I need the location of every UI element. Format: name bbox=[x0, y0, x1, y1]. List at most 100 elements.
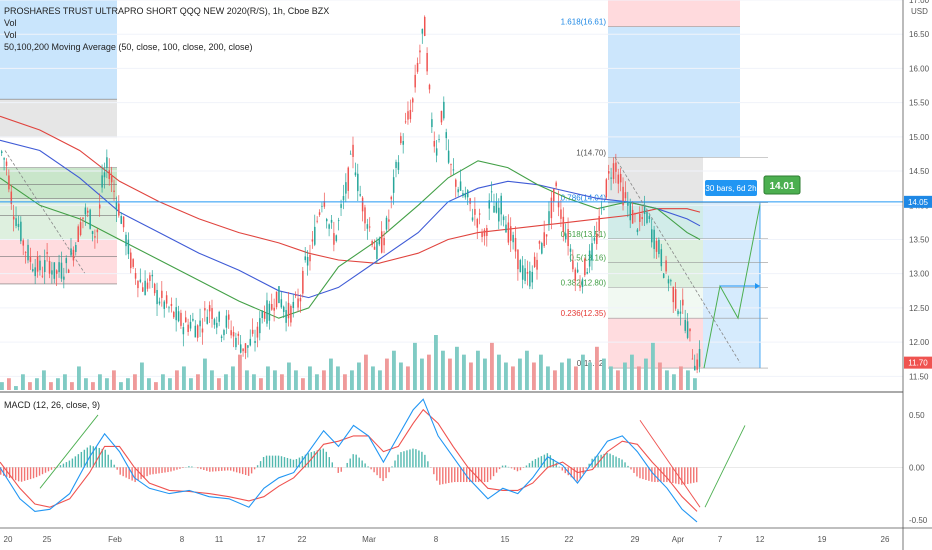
candle-body bbox=[493, 205, 495, 213]
candle-body bbox=[29, 257, 32, 262]
candle bbox=[225, 309, 228, 335]
macd-histogram-bar bbox=[173, 467, 175, 471]
macd-histogram-bar bbox=[460, 467, 462, 483]
candle-body bbox=[122, 216, 125, 228]
volume-bar bbox=[553, 370, 557, 390]
volume-bar bbox=[574, 366, 578, 390]
candle bbox=[333, 221, 335, 252]
macd-down-arrow bbox=[639, 419, 701, 508]
candle bbox=[275, 291, 278, 310]
volume-bar bbox=[581, 354, 585, 390]
candle-body bbox=[199, 320, 201, 327]
candle-body bbox=[567, 229, 569, 247]
macd-line bbox=[0, 398, 698, 523]
candle-body bbox=[369, 226, 371, 228]
volume-bar bbox=[497, 354, 501, 390]
candle-body bbox=[584, 258, 586, 276]
macd-histogram-bar bbox=[65, 462, 68, 468]
volume-bar bbox=[616, 370, 620, 390]
candle-body bbox=[576, 269, 579, 273]
candle-body bbox=[259, 318, 261, 334]
candle bbox=[247, 345, 249, 358]
macd-histogram-bar bbox=[17, 467, 20, 482]
macd-histogram-bar bbox=[164, 467, 166, 473]
candle-body bbox=[373, 246, 376, 250]
macd-histogram-bar bbox=[585, 467, 587, 469]
volume-bar bbox=[168, 378, 172, 390]
candle bbox=[667, 275, 670, 292]
fib-level-label: 0.618(13.51) bbox=[561, 230, 607, 239]
candle bbox=[187, 318, 189, 336]
macd-histogram-bar bbox=[170, 467, 172, 472]
left-gray-zone bbox=[0, 99, 117, 137]
candle bbox=[113, 179, 115, 201]
candle-body bbox=[689, 328, 691, 332]
candle-body bbox=[168, 307, 170, 309]
candle-body bbox=[521, 265, 524, 280]
volume-bar bbox=[126, 378, 130, 390]
candle bbox=[426, 47, 428, 75]
candle bbox=[510, 217, 512, 253]
macd-histogram-bar bbox=[442, 467, 444, 485]
volume-bar bbox=[546, 366, 550, 390]
candle-body bbox=[431, 119, 433, 128]
candle-body bbox=[357, 173, 359, 192]
candle bbox=[115, 196, 118, 223]
macd-histogram-bar bbox=[206, 467, 208, 471]
candle bbox=[304, 247, 306, 263]
volume-bar bbox=[252, 374, 256, 390]
candle-body bbox=[101, 175, 103, 188]
macd-histogram-bar bbox=[241, 467, 244, 475]
candle bbox=[75, 242, 77, 256]
macd-histogram-bar bbox=[573, 467, 575, 480]
candle-body bbox=[574, 269, 577, 281]
volume-bar bbox=[203, 358, 207, 390]
candle bbox=[290, 304, 292, 327]
candle bbox=[440, 110, 443, 125]
volume-bar bbox=[602, 358, 606, 390]
macd-histogram-bar bbox=[212, 467, 214, 472]
candle bbox=[34, 258, 36, 285]
price-tick-label: 17.00 bbox=[909, 0, 930, 5]
candle bbox=[696, 353, 698, 374]
candle-body bbox=[658, 239, 660, 255]
macd-histogram-bar bbox=[555, 462, 558, 468]
macd-histogram-bar bbox=[693, 467, 695, 483]
volume-bar bbox=[217, 378, 221, 390]
macd-histogram-bar bbox=[609, 453, 611, 468]
volume-bar bbox=[679, 366, 683, 390]
macd-histogram-bar bbox=[149, 467, 151, 475]
candle bbox=[672, 286, 675, 313]
candle-body bbox=[586, 271, 588, 274]
candle bbox=[8, 169, 10, 193]
macd-histogram-bar bbox=[385, 467, 387, 479]
candle-body bbox=[507, 222, 510, 243]
price-tick-label: 12.50 bbox=[909, 304, 930, 313]
candle-body bbox=[3, 158, 5, 160]
candle bbox=[318, 209, 321, 217]
volume-bar bbox=[357, 362, 361, 390]
volume-bar bbox=[63, 374, 67, 390]
candle bbox=[457, 186, 459, 197]
candle-body bbox=[684, 319, 686, 331]
candle-body bbox=[120, 216, 122, 224]
macd-histogram-bar bbox=[648, 467, 650, 481]
candle-body bbox=[311, 239, 314, 242]
macd-histogram-bar bbox=[298, 457, 301, 468]
macd-histogram-bar bbox=[421, 451, 423, 468]
candle bbox=[266, 292, 268, 327]
candle-body bbox=[541, 243, 543, 254]
macd-histogram-bar bbox=[110, 459, 112, 468]
macd-histogram-bar bbox=[636, 467, 638, 477]
candle-body bbox=[98, 204, 101, 209]
candle bbox=[641, 205, 643, 226]
candle bbox=[423, 15, 426, 37]
candle-body bbox=[182, 327, 185, 335]
candle bbox=[636, 228, 639, 236]
candle bbox=[271, 293, 273, 311]
candle bbox=[407, 101, 409, 125]
macd-histogram-bar bbox=[364, 463, 366, 468]
candle-body bbox=[617, 174, 620, 184]
macd-histogram-bar bbox=[44, 467, 47, 473]
